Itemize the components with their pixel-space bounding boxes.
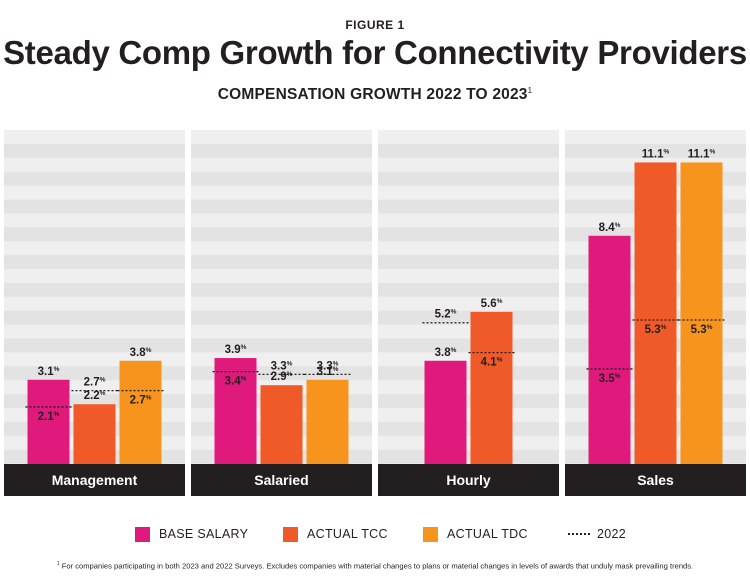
bar-sales-actual-tdc (680, 162, 723, 464)
gridline-band (378, 255, 559, 269)
legend-item-base-salary: BASE SALARY (135, 522, 248, 546)
figure-label: FIGURE 1 (345, 18, 405, 32)
category-label-sales: Sales (637, 472, 674, 488)
gridline-band (378, 421, 559, 436)
category-label-bg-management (4, 464, 185, 496)
category-label-salaried: Salaried (254, 472, 308, 488)
value-label-2023-sales-actual-tcc: 11.1% (642, 148, 670, 160)
gridline-band (191, 282, 372, 297)
chart-area: Management3.1%2.1%2.2%2.7%3.8%2.7%Salari… (4, 130, 746, 496)
chart-title: Steady Comp Growth for Connectivity Prov… (3, 34, 747, 71)
gridline-band (378, 449, 559, 464)
legend-label-base-salary: BASE SALARY (159, 527, 249, 541)
legend-item-actual-tcc: ACTUAL TCC (283, 522, 388, 546)
category-label-bg-salaried (191, 464, 372, 496)
value-label-2023-salaried-base-salary: 3.9% (225, 344, 247, 356)
gridline-band (191, 171, 372, 186)
value-label-2023-management-base-salary: 3.1% (38, 366, 60, 378)
gridline-band (191, 255, 372, 269)
gridline-band (378, 310, 559, 325)
bar-salaried-base-salary (214, 358, 257, 464)
subtitle-text: COMPENSATION GROWTH 2022 TO 2023 (217, 86, 528, 103)
gridline-band (191, 338, 372, 353)
legend-swatch-actual-tdc (423, 526, 438, 542)
bar-sales-base-salary (588, 235, 631, 464)
footnote: 1 For companies participating in both 20… (0, 561, 750, 571)
gridline-band (4, 227, 185, 242)
bar-salaried-actual-tcc (260, 385, 303, 464)
bar-management-actual-tdc (119, 360, 162, 464)
gridline-band (4, 338, 185, 353)
gridline-band (378, 227, 559, 242)
legend-dotted-line (568, 533, 590, 535)
bar-hourly-base-salary (424, 360, 467, 464)
gridline-band (191, 227, 372, 242)
gridline-band (4, 143, 185, 158)
bar-hourly-actual-tcc (470, 311, 513, 464)
value-label-2022-sales-base-salary: 3.5% (599, 373, 621, 385)
value-label-2023-salaried-actual-tdc: 3.1% (317, 366, 339, 378)
gridline-band (4, 199, 185, 214)
value-label-2022-salaried-actual-tcc: 3.3% (271, 360, 293, 372)
value-label-2022-management-base-salary: 2.1% (38, 411, 60, 423)
category-label-bg-hourly (378, 464, 559, 496)
value-label-2022-management-actual-tdc: 2.7% (130, 395, 152, 407)
legend-label-2022: 2022 (597, 527, 627, 541)
footnote-mark: 1 (56, 561, 60, 567)
legend-item-actual-tdc: ACTUAL TDC (423, 522, 528, 546)
footnote-text: For companies participating in both 2023… (59, 561, 694, 571)
legend-label-actual-tcc: ACTUAL TCC (307, 527, 388, 541)
legend: BASE SALARY ACTUAL TCC ACTUAL TDC 2022 (0, 522, 750, 546)
value-label-2022-management-actual-tcc: 2.7% (84, 377, 106, 389)
subtitle-footnote-mark: 1 (527, 86, 533, 95)
gridline-band (4, 282, 185, 297)
panel-hourly (378, 130, 559, 464)
gridline-band (378, 199, 559, 214)
value-label-2022-sales-actual-tcc: 5.3% (645, 324, 667, 336)
gridline-band (4, 255, 185, 269)
gridline-band (378, 171, 559, 186)
bar-sales-actual-tcc (634, 162, 677, 464)
value-label-2022-hourly-actual-tcc: 4.1% (481, 357, 503, 369)
legend-swatch-base-salary (135, 526, 150, 542)
value-label-2022-salaried-base-salary: 3.4% (225, 376, 247, 388)
bar-management-base-salary (27, 379, 70, 464)
value-label-2022-salaried-actual-tdc: 3.3% (317, 360, 339, 372)
gridline-band (565, 143, 746, 158)
gridline-band (191, 143, 372, 158)
gridline-band (378, 394, 559, 408)
value-label-2023-hourly-base-salary: 3.8% (435, 347, 457, 359)
gridline-band (191, 310, 372, 325)
gridline-band (378, 282, 559, 297)
value-label-2023-sales-base-salary: 8.4% (599, 222, 621, 234)
gridline-band (378, 143, 559, 158)
gridline-band (4, 171, 185, 186)
chart-subtitle: COMPENSATION GROWTH 2022 TO 20231 (0, 86, 750, 104)
value-label-2023-hourly-actual-tcc: 5.6% (481, 298, 503, 310)
category-label-bg-sales (565, 464, 746, 496)
category-label-management: Management (52, 472, 138, 488)
legend-swatch-actual-tcc (283, 526, 298, 542)
legend-item-2022: 2022 (568, 522, 626, 546)
value-label-2023-salaried-actual-tcc: 2.9% (271, 371, 293, 383)
value-label-2023-sales-actual-tdc: 11.1% (688, 148, 716, 160)
bar-salaried-actual-tdc (306, 379, 349, 464)
gridline-band (378, 366, 559, 381)
value-label-2023-management-actual-tdc: 3.8% (130, 347, 152, 359)
value-label-2023-management-actual-tcc: 2.2% (84, 390, 106, 402)
legend-label-actual-tdc: ACTUAL TDC (447, 527, 528, 541)
gridline-band (191, 199, 372, 214)
category-label-hourly: Hourly (446, 472, 491, 488)
bar-management-actual-tcc (73, 404, 116, 464)
gridline-band (378, 338, 559, 353)
value-label-2022-sales-actual-tdc: 5.3% (691, 324, 713, 336)
value-label-2022-hourly-base-salary: 5.2% (435, 309, 457, 321)
gridline-band (4, 310, 185, 325)
